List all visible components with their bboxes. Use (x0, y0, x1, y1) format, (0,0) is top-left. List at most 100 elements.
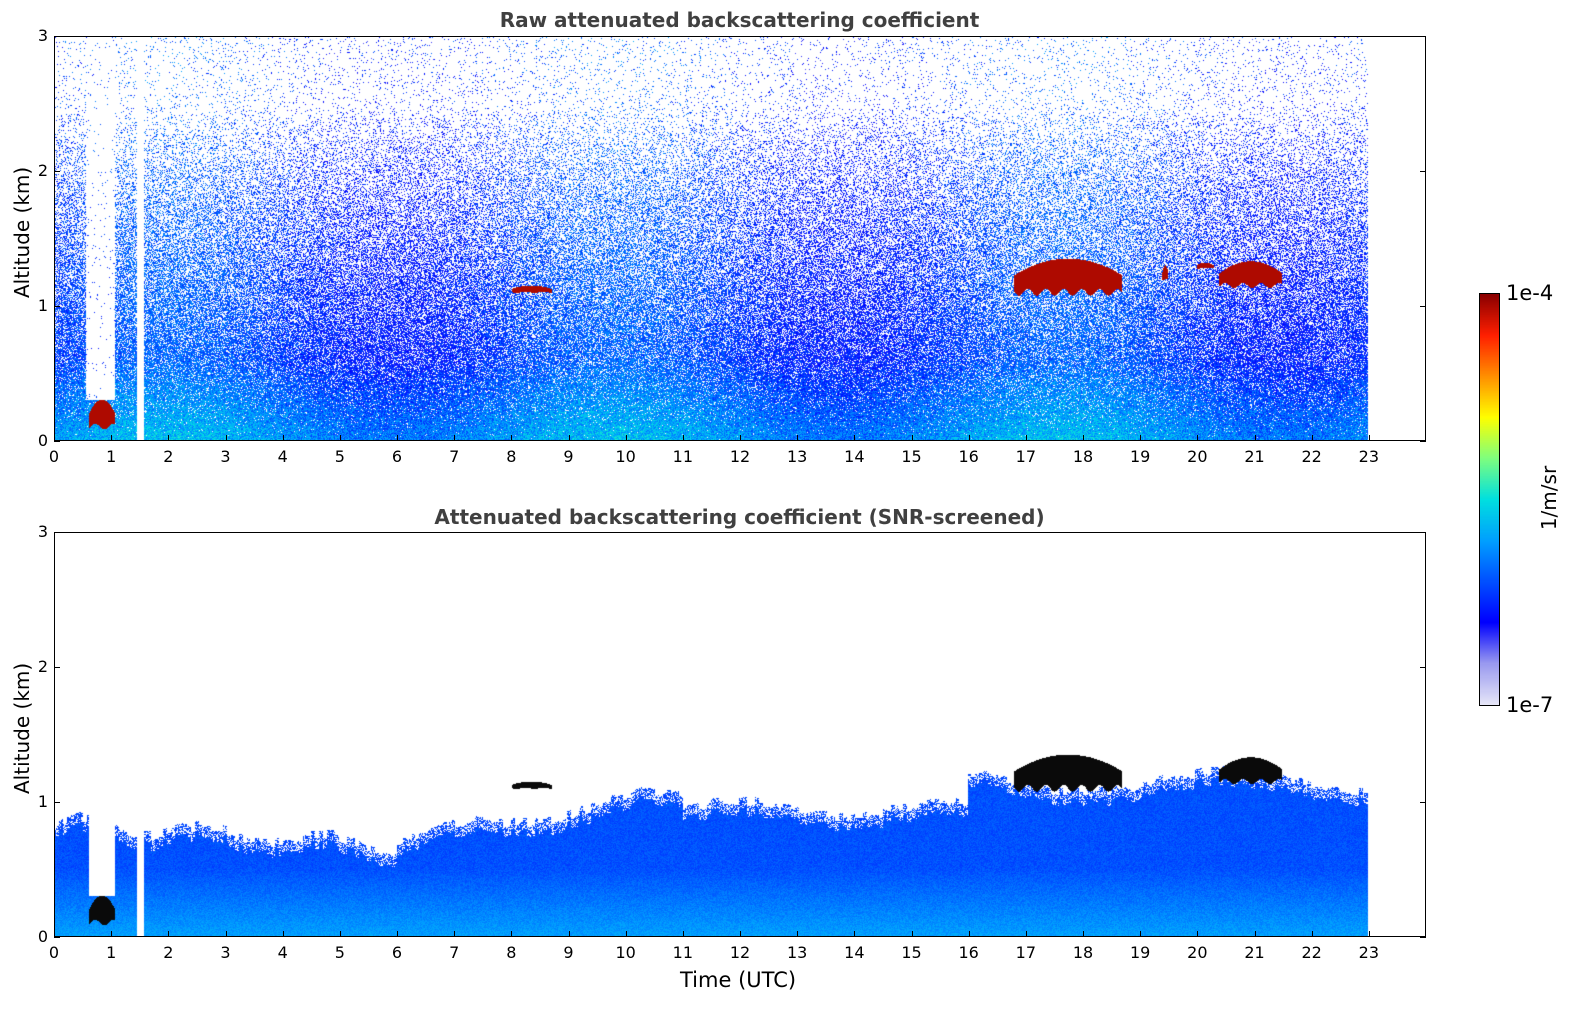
colorbar-max-label: 1e-4 (1506, 281, 1554, 305)
x-tick-mark (282, 931, 284, 937)
x-tick-label: 18 (1072, 943, 1094, 962)
x-tick-mark (968, 931, 970, 937)
y-tick-mark (54, 306, 60, 307)
x-tick-mark (911, 931, 913, 937)
y-tick-label: 0 (37, 927, 48, 946)
x-tick-label: 12 (729, 943, 751, 962)
x-tick-mark (1311, 435, 1313, 441)
x-tick-mark (511, 931, 513, 937)
x-tick-mark (454, 435, 456, 441)
x-tick-label: 17 (1015, 943, 1037, 962)
x-tick-label: 14 (844, 943, 865, 962)
x-tick-mark (168, 435, 170, 441)
x-tick-label: 18 (1072, 447, 1094, 466)
top-heatmap-plot (54, 36, 1426, 441)
x-tick-mark (1083, 931, 1084, 937)
x-tick-label: 22 (1301, 943, 1322, 962)
x-tick-mark (740, 931, 741, 937)
x-tick-mark (682, 435, 684, 441)
y-tick-label: 2 (37, 161, 48, 180)
x-tick-mark (1197, 931, 1199, 937)
x-tick-label: 21 (1244, 943, 1265, 962)
x-tick-label: 16 (958, 447, 979, 466)
x-tick-label: 9 (563, 943, 574, 962)
x-tick-label: 15 (901, 943, 922, 962)
y-tick-mark (1420, 667, 1426, 668)
x-tick-label: 7 (449, 447, 460, 466)
x-tick-mark (968, 435, 970, 441)
bottom-x-axis-label: Time (UTC) (680, 968, 797, 992)
colorbar-unit-label: 1/m/sr (1537, 465, 1562, 531)
x-tick-mark (168, 931, 170, 937)
top-heatmap-image (55, 37, 1425, 440)
x-tick-mark (568, 435, 570, 441)
colorbar-min-label: 1e-7 (1506, 693, 1554, 717)
x-tick-mark (1140, 931, 1142, 937)
y-tick-mark (54, 171, 60, 172)
colorbar (1479, 293, 1500, 706)
y-tick-mark (1420, 937, 1426, 938)
y-tick-label: 1 (37, 296, 48, 315)
y-tick-mark (54, 802, 60, 803)
x-tick-mark (111, 931, 113, 937)
y-tick-mark (54, 937, 60, 938)
x-tick-label: 6 (391, 943, 403, 962)
top-chart-title: Raw attenuated backscattering coefficien… (499, 8, 980, 32)
x-tick-label: 22 (1301, 447, 1322, 466)
x-tick-label: 16 (958, 943, 979, 962)
y-tick-label: 3 (37, 522, 48, 541)
top-y-axis-label: Altitude (km) (10, 166, 34, 298)
y-tick-label: 3 (37, 26, 48, 45)
x-tick-label: 0 (48, 447, 60, 466)
x-tick-label: 11 (672, 447, 694, 466)
bottom-y-axis-label: Altitude (km) (10, 662, 34, 794)
x-tick-label: 23 (1358, 943, 1380, 962)
x-tick-mark (225, 931, 227, 937)
x-tick-label: 17 (1015, 447, 1037, 466)
x-tick-label: 3 (220, 447, 231, 466)
x-tick-mark (1140, 435, 1142, 441)
x-tick-mark (797, 931, 799, 937)
x-tick-mark (625, 931, 627, 937)
x-tick-label: 23 (1358, 447, 1380, 466)
x-tick-mark (1368, 435, 1370, 441)
x-tick-mark (282, 435, 284, 441)
y-tick-label: 2 (37, 657, 48, 676)
x-tick-label: 5 (334, 943, 345, 962)
x-tick-label: 5 (334, 447, 345, 466)
y-tick-mark (54, 36, 60, 37)
bottom-heatmap-image (55, 533, 1425, 936)
x-tick-label: 12 (729, 447, 751, 466)
x-tick-mark (1254, 931, 1256, 937)
x-tick-mark (1254, 435, 1256, 441)
x-tick-label: 10 (615, 943, 636, 962)
x-tick-label: 13 (786, 447, 808, 466)
x-tick-mark (339, 931, 341, 937)
x-tick-label: 9 (563, 447, 574, 466)
x-tick-label: 7 (449, 943, 460, 962)
y-tick-mark (54, 667, 60, 668)
x-tick-label: 0 (48, 943, 60, 962)
colorbar-gradient (1480, 294, 1499, 705)
x-tick-label: 19 (1129, 943, 1151, 962)
bottom-chart-title: Attenuated backscattering coefficient (S… (434, 505, 1045, 529)
x-tick-label: 1 (106, 447, 117, 466)
x-tick-label: 11 (672, 943, 694, 962)
y-tick-mark (1420, 171, 1426, 172)
x-tick-mark (625, 435, 627, 441)
x-tick-label: 8 (506, 447, 517, 466)
x-tick-label: 3 (220, 943, 231, 962)
x-tick-label: 13 (786, 943, 808, 962)
x-tick-label: 20 (1187, 943, 1208, 962)
x-tick-label: 21 (1244, 447, 1265, 466)
x-tick-mark (1083, 435, 1084, 441)
y-tick-mark (1420, 441, 1426, 442)
x-tick-mark (1368, 931, 1370, 937)
y-tick-mark (1420, 306, 1426, 307)
x-tick-mark (397, 931, 398, 937)
x-tick-label: 10 (615, 447, 636, 466)
x-tick-mark (682, 931, 684, 937)
y-tick-mark (54, 532, 60, 533)
y-tick-label: 0 (37, 431, 48, 450)
x-tick-mark (1025, 931, 1027, 937)
